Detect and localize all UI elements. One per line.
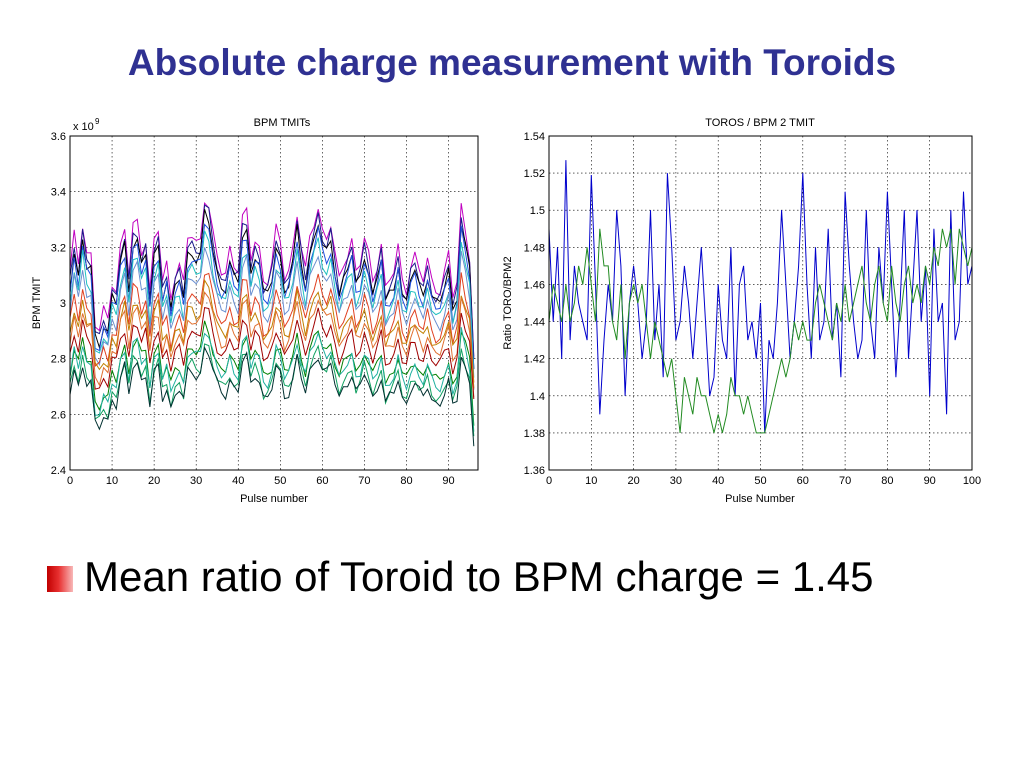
right-xtick-label: 100 bbox=[963, 475, 981, 487]
left-xtick-label: 20 bbox=[148, 475, 160, 487]
right-xtick-label: 90 bbox=[924, 475, 936, 487]
charts-canvas: 0 10 20 30 40 50 60 70 80 90 2.42.62.833.23.43.6 … bbox=[31, 117, 981, 505]
right-ytick-label: 1.54 bbox=[524, 131, 545, 143]
right-ytick-label: 1.42 bbox=[524, 354, 545, 366]
right-xtick-label: 10 bbox=[585, 475, 597, 487]
right-xtick-label: 60 bbox=[797, 475, 809, 487]
right-xtick-label: 0 bbox=[546, 475, 552, 487]
bullet-text: Mean ratio of Toroid to BPM charge = 1.4… bbox=[84, 553, 874, 600]
right-ytick-label: 1.52 bbox=[524, 168, 545, 180]
left-y-multiplier-exp: 9 bbox=[95, 117, 100, 126]
left-series-line bbox=[69, 230, 475, 378]
left-yticks: 2.4 2.6 2.8 3 3.2 3.4 3.6 bbox=[51, 131, 66, 477]
left-series-line bbox=[69, 291, 475, 398]
left-x-label: Pulse number bbox=[240, 493, 308, 505]
left-xtick-label: 40 bbox=[232, 475, 244, 487]
left-xtick-label: 90 bbox=[442, 475, 454, 487]
left-y-multiplier: x 10 bbox=[73, 121, 94, 133]
left-xtick-label: 30 bbox=[190, 475, 202, 487]
right-ytick-label: 1.5 bbox=[530, 205, 545, 217]
left-chart: 0 10 20 30 40 50 60 70 80 90 2.42.62.833.23.43.6 … bbox=[31, 117, 479, 505]
left-series-line bbox=[69, 327, 475, 432]
left-plot-frame bbox=[69, 135, 479, 471]
left-chart-title: BPM TMITs bbox=[254, 117, 311, 129]
right-ytick-label: 1.48 bbox=[524, 242, 545, 254]
left-xtick-label: 50 bbox=[274, 475, 286, 487]
left-ytick-label: 3.2 bbox=[51, 242, 66, 254]
left-series-line bbox=[69, 278, 475, 389]
left-xtick-label: 80 bbox=[400, 475, 412, 487]
right-xtick-label: 30 bbox=[670, 475, 682, 487]
right-series-line bbox=[548, 160, 973, 433]
left-series-line bbox=[69, 306, 475, 400]
right-chart: 0 10 20 30 40 50 60 70 80 90 100 1.361.381.41.421.… bbox=[502, 117, 981, 505]
right-ytick-label: 1.4 bbox=[530, 391, 545, 403]
right-xtick-label: 20 bbox=[627, 475, 639, 487]
left-ytick-label: 3.4 bbox=[51, 187, 66, 199]
left-ytick-label: 2.6 bbox=[51, 409, 66, 421]
right-xtick-label: 50 bbox=[754, 475, 766, 487]
right-lines bbox=[548, 160, 973, 434]
left-ytick-label: 3 bbox=[60, 298, 66, 310]
left-series-line bbox=[69, 345, 475, 447]
right-xtick-label: 70 bbox=[839, 475, 851, 487]
left-xtick-label: 70 bbox=[358, 475, 370, 487]
left-ytick-label: 2.8 bbox=[51, 354, 66, 366]
left-lines bbox=[69, 201, 475, 447]
left-y-label: BPM TMIT bbox=[31, 277, 43, 330]
right-ytick-label: 1.38 bbox=[524, 428, 545, 440]
right-y-label: Ratio TORO/BPM2 bbox=[502, 256, 514, 349]
right-series-line bbox=[548, 228, 973, 434]
right-ytick-label: 1.36 bbox=[524, 465, 545, 477]
right-xtick-label: 80 bbox=[881, 475, 893, 487]
right-yticks: 1.36 1.38 1.4 1.42 1.44 1.46 1.48 1.5 1.52 1.54 bbox=[524, 131, 545, 477]
right-ytick-label: 1.44 bbox=[524, 317, 545, 329]
right-x-label: Pulse Number bbox=[725, 493, 795, 505]
left-series-line bbox=[69, 247, 475, 390]
left-xticks: 0 10 20 30 40 50 60 70 80 90 bbox=[67, 475, 455, 487]
left-ytick-label: 3.6 bbox=[51, 131, 66, 143]
right-xticks: 0 10 20 30 40 50 60 70 80 90 100 bbox=[546, 475, 981, 487]
left-xtick-label: 0 bbox=[67, 475, 73, 487]
right-ytick-label: 1.46 bbox=[524, 279, 545, 291]
left-xtick-label: 10 bbox=[106, 475, 118, 487]
right-chart-title: TOROS / BPM 2 TMIT bbox=[705, 117, 815, 129]
left-series-line bbox=[69, 343, 475, 437]
slide-title: Absolute charge measurement with Toroids bbox=[127, 42, 897, 83]
left-xtick-label: 60 bbox=[316, 475, 328, 487]
left-series-line bbox=[69, 201, 475, 357]
right-plot-frame bbox=[548, 135, 973, 471]
bullet-icon bbox=[47, 566, 73, 592]
left-ytick-label: 2.4 bbox=[51, 465, 66, 477]
right-xtick-label: 40 bbox=[712, 475, 724, 487]
